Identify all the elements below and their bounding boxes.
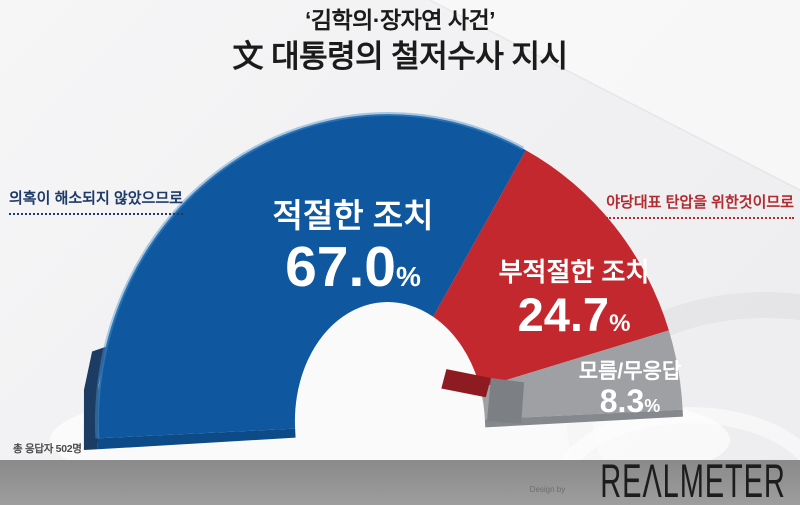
segment-value-unit: % <box>609 309 631 337</box>
segment-label-red: 부적절한 조치 24.7% <box>488 258 660 338</box>
segment-value: 67.0% <box>233 239 473 296</box>
realmeter-logo: REΛLMETER <box>600 453 786 505</box>
donut-segments <box>96 114 683 439</box>
background-fold <box>430 0 800 190</box>
title-main: 文 대통령의 철저수사 지시 <box>232 38 568 74</box>
segment-label-gray: 모름/무응답 8.3% <box>566 360 694 417</box>
segment-value-unit: % <box>644 396 661 417</box>
blue-rim-highlight <box>94 112 525 439</box>
design-by-text: Design by <box>529 485 566 494</box>
donut-segment-2 <box>480 330 683 420</box>
segment-value-number: 67.0 <box>285 235 397 300</box>
segment-value-number: 24.7 <box>517 287 610 341</box>
blue-side-face <box>83 346 106 450</box>
annotation-right: 야당대표 탄압을 위한것이므로 <box>606 191 794 219</box>
segment-label-blue: 적절한 조치 67.0% <box>233 197 473 296</box>
segment-value-number: 8.3 <box>599 383 645 420</box>
segment-name: 부적절한 조치 <box>498 257 650 287</box>
blue-foot-front-face <box>97 428 296 450</box>
title-subject: ‘김학의·장자연 사건’ <box>304 7 496 33</box>
donut-segment-1 <box>433 150 669 389</box>
gray-inner-side-face <box>486 378 525 424</box>
donut-3d-faces <box>83 112 683 450</box>
gray-foot-front-face <box>484 409 683 428</box>
annotation-left: 의혹이 해소되지 않았으므로 <box>9 187 183 215</box>
background-fold-line <box>429 0 800 191</box>
total-respondents: 총 응답자 502명 <box>13 443 82 455</box>
segment-name: 모름/무응답 <box>578 360 682 383</box>
donut-segment-0 <box>96 114 526 439</box>
segment-value: 8.3% <box>566 385 694 417</box>
footer-band: Design by REΛLMETER <box>0 454 800 505</box>
red-inner-side-face <box>441 369 491 398</box>
chart-title: ‘김학의·장자연 사건’ 文 대통령의 철저수사 지시 <box>0 6 800 77</box>
segment-name: 적절한 조치 <box>272 197 434 234</box>
segment-value: 24.7% <box>488 291 660 338</box>
segment-value-unit: % <box>396 261 421 293</box>
